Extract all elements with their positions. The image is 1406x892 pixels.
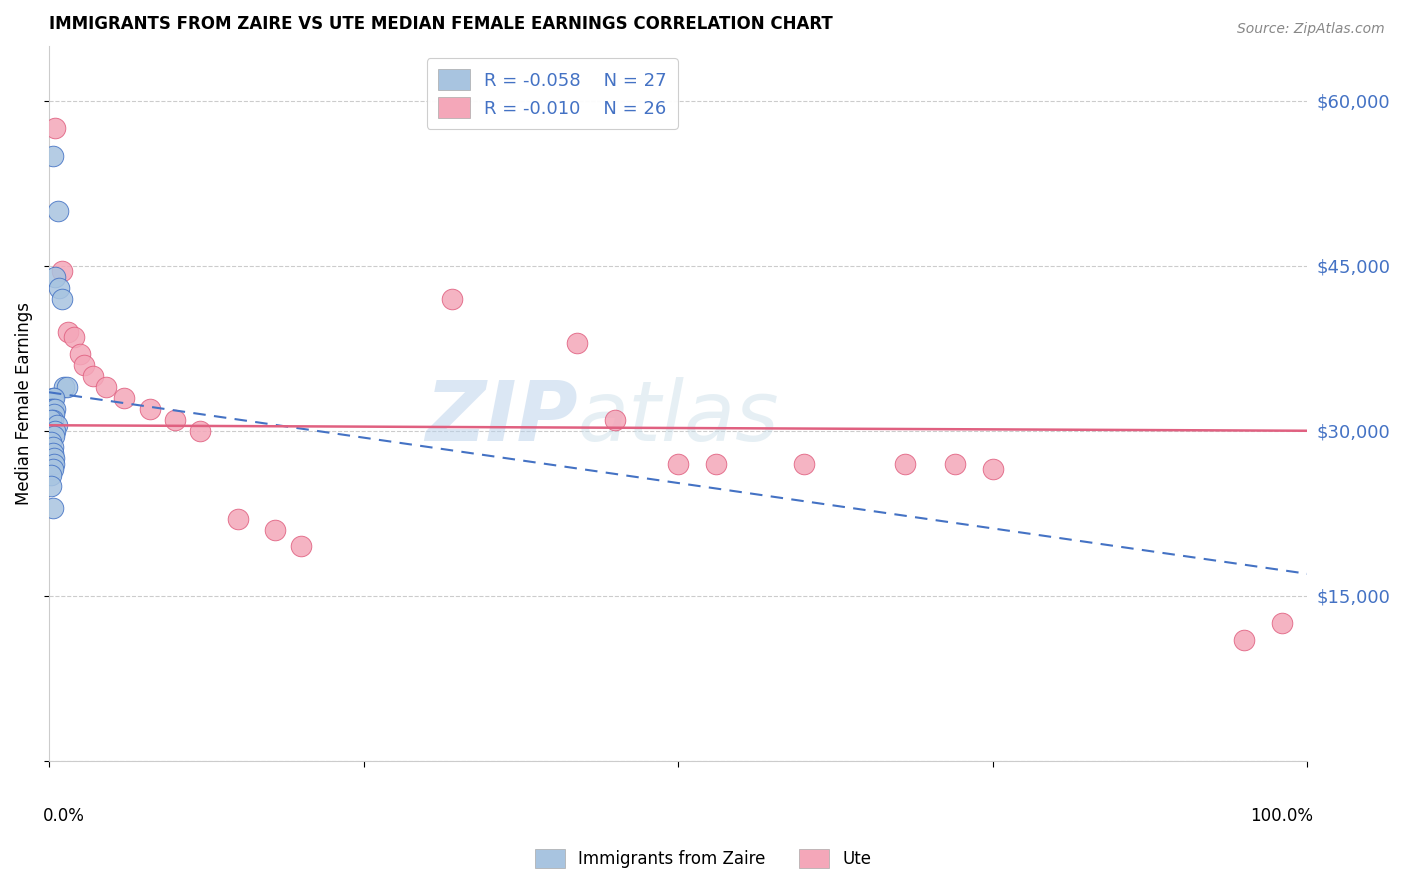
Text: atlas: atlas [578,377,779,458]
Point [41,479,63,493]
Point [41,467,63,482]
Point [41,434,63,449]
Point [51,264,73,278]
Point [440,292,463,306]
Point [44,121,66,136]
Point [42,149,65,163]
Point [46,203,69,218]
Point [42,391,65,405]
Point [605,413,627,427]
Point [42,440,65,454]
Point [704,457,727,471]
Point [53,380,76,394]
Point [42,391,65,405]
Point [226,512,249,526]
Point [42,500,65,515]
Point [42,401,65,416]
Point [893,457,915,471]
Point [69,347,91,361]
Point [42,451,65,466]
Point [41,413,63,427]
Point [42,457,65,471]
Legend: Immigrants from Zaire, Ute: Immigrants from Zaire, Ute [529,842,877,875]
Point [42,446,65,460]
Point [42,429,65,443]
Point [188,424,211,438]
Point [42,413,65,427]
Point [138,401,160,416]
Point [55,380,77,394]
Point [981,462,1004,476]
Text: ZIP: ZIP [425,377,578,458]
Point [63,330,86,344]
Point [943,457,966,471]
Legend: R = -0.058    N = 27, R = -0.010    N = 26: R = -0.058 N = 27, R = -0.010 N = 26 [426,58,678,128]
Point [44,269,66,284]
Text: IMMIGRANTS FROM ZAIRE VS UTE MEDIAN FEMALE EARNINGS CORRELATION CHART: IMMIGRANTS FROM ZAIRE VS UTE MEDIAN FEMA… [49,15,832,33]
Point [82,368,104,383]
Text: Source: ZipAtlas.com: Source: ZipAtlas.com [1237,22,1385,37]
Point [1271,616,1294,631]
Point [51,292,73,306]
Point [793,457,815,471]
Point [567,335,589,350]
Point [94,380,117,394]
Point [666,457,689,471]
Y-axis label: Median Female Earnings: Median Female Earnings [15,301,32,505]
Point [56,325,79,339]
Point [41,401,63,416]
Point [290,539,312,553]
Point [48,281,70,295]
Text: 100.0%: 100.0% [1250,807,1313,825]
Point [42,462,65,476]
Point [44,401,66,416]
Point [44,424,66,438]
Text: 0.0%: 0.0% [42,807,84,825]
Point [45,418,67,433]
Point [73,358,96,372]
Point [1233,632,1256,647]
Point [114,391,136,405]
Point [264,523,287,537]
Point [163,413,186,427]
Point [42,407,65,421]
